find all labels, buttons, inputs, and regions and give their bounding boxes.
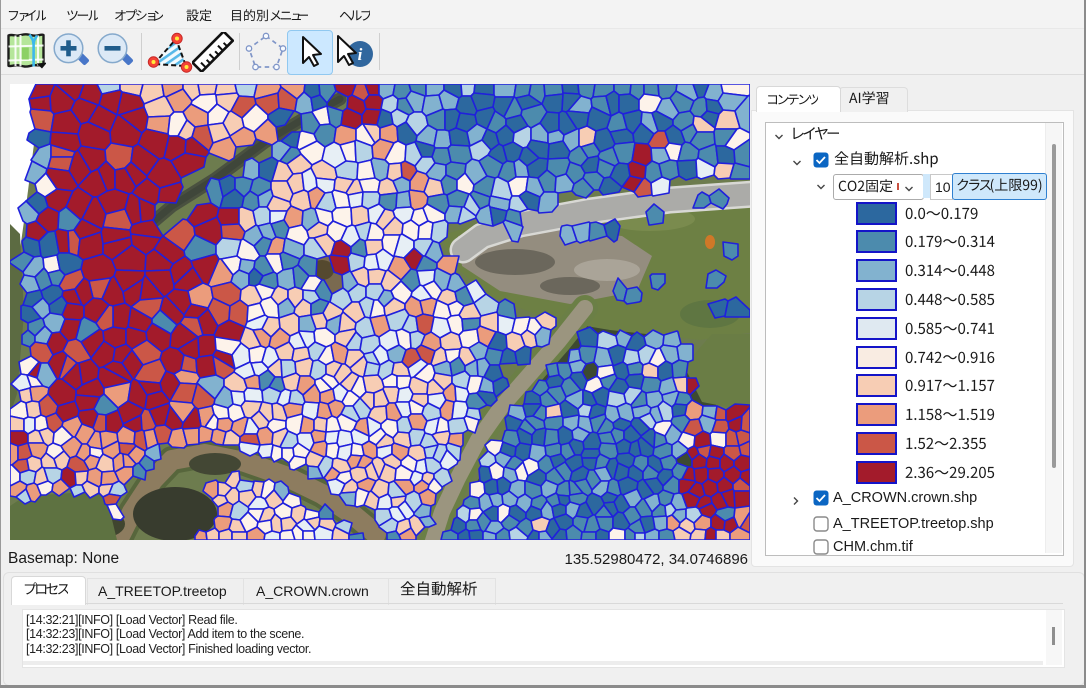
svg-text:i: i [358, 45, 363, 64]
